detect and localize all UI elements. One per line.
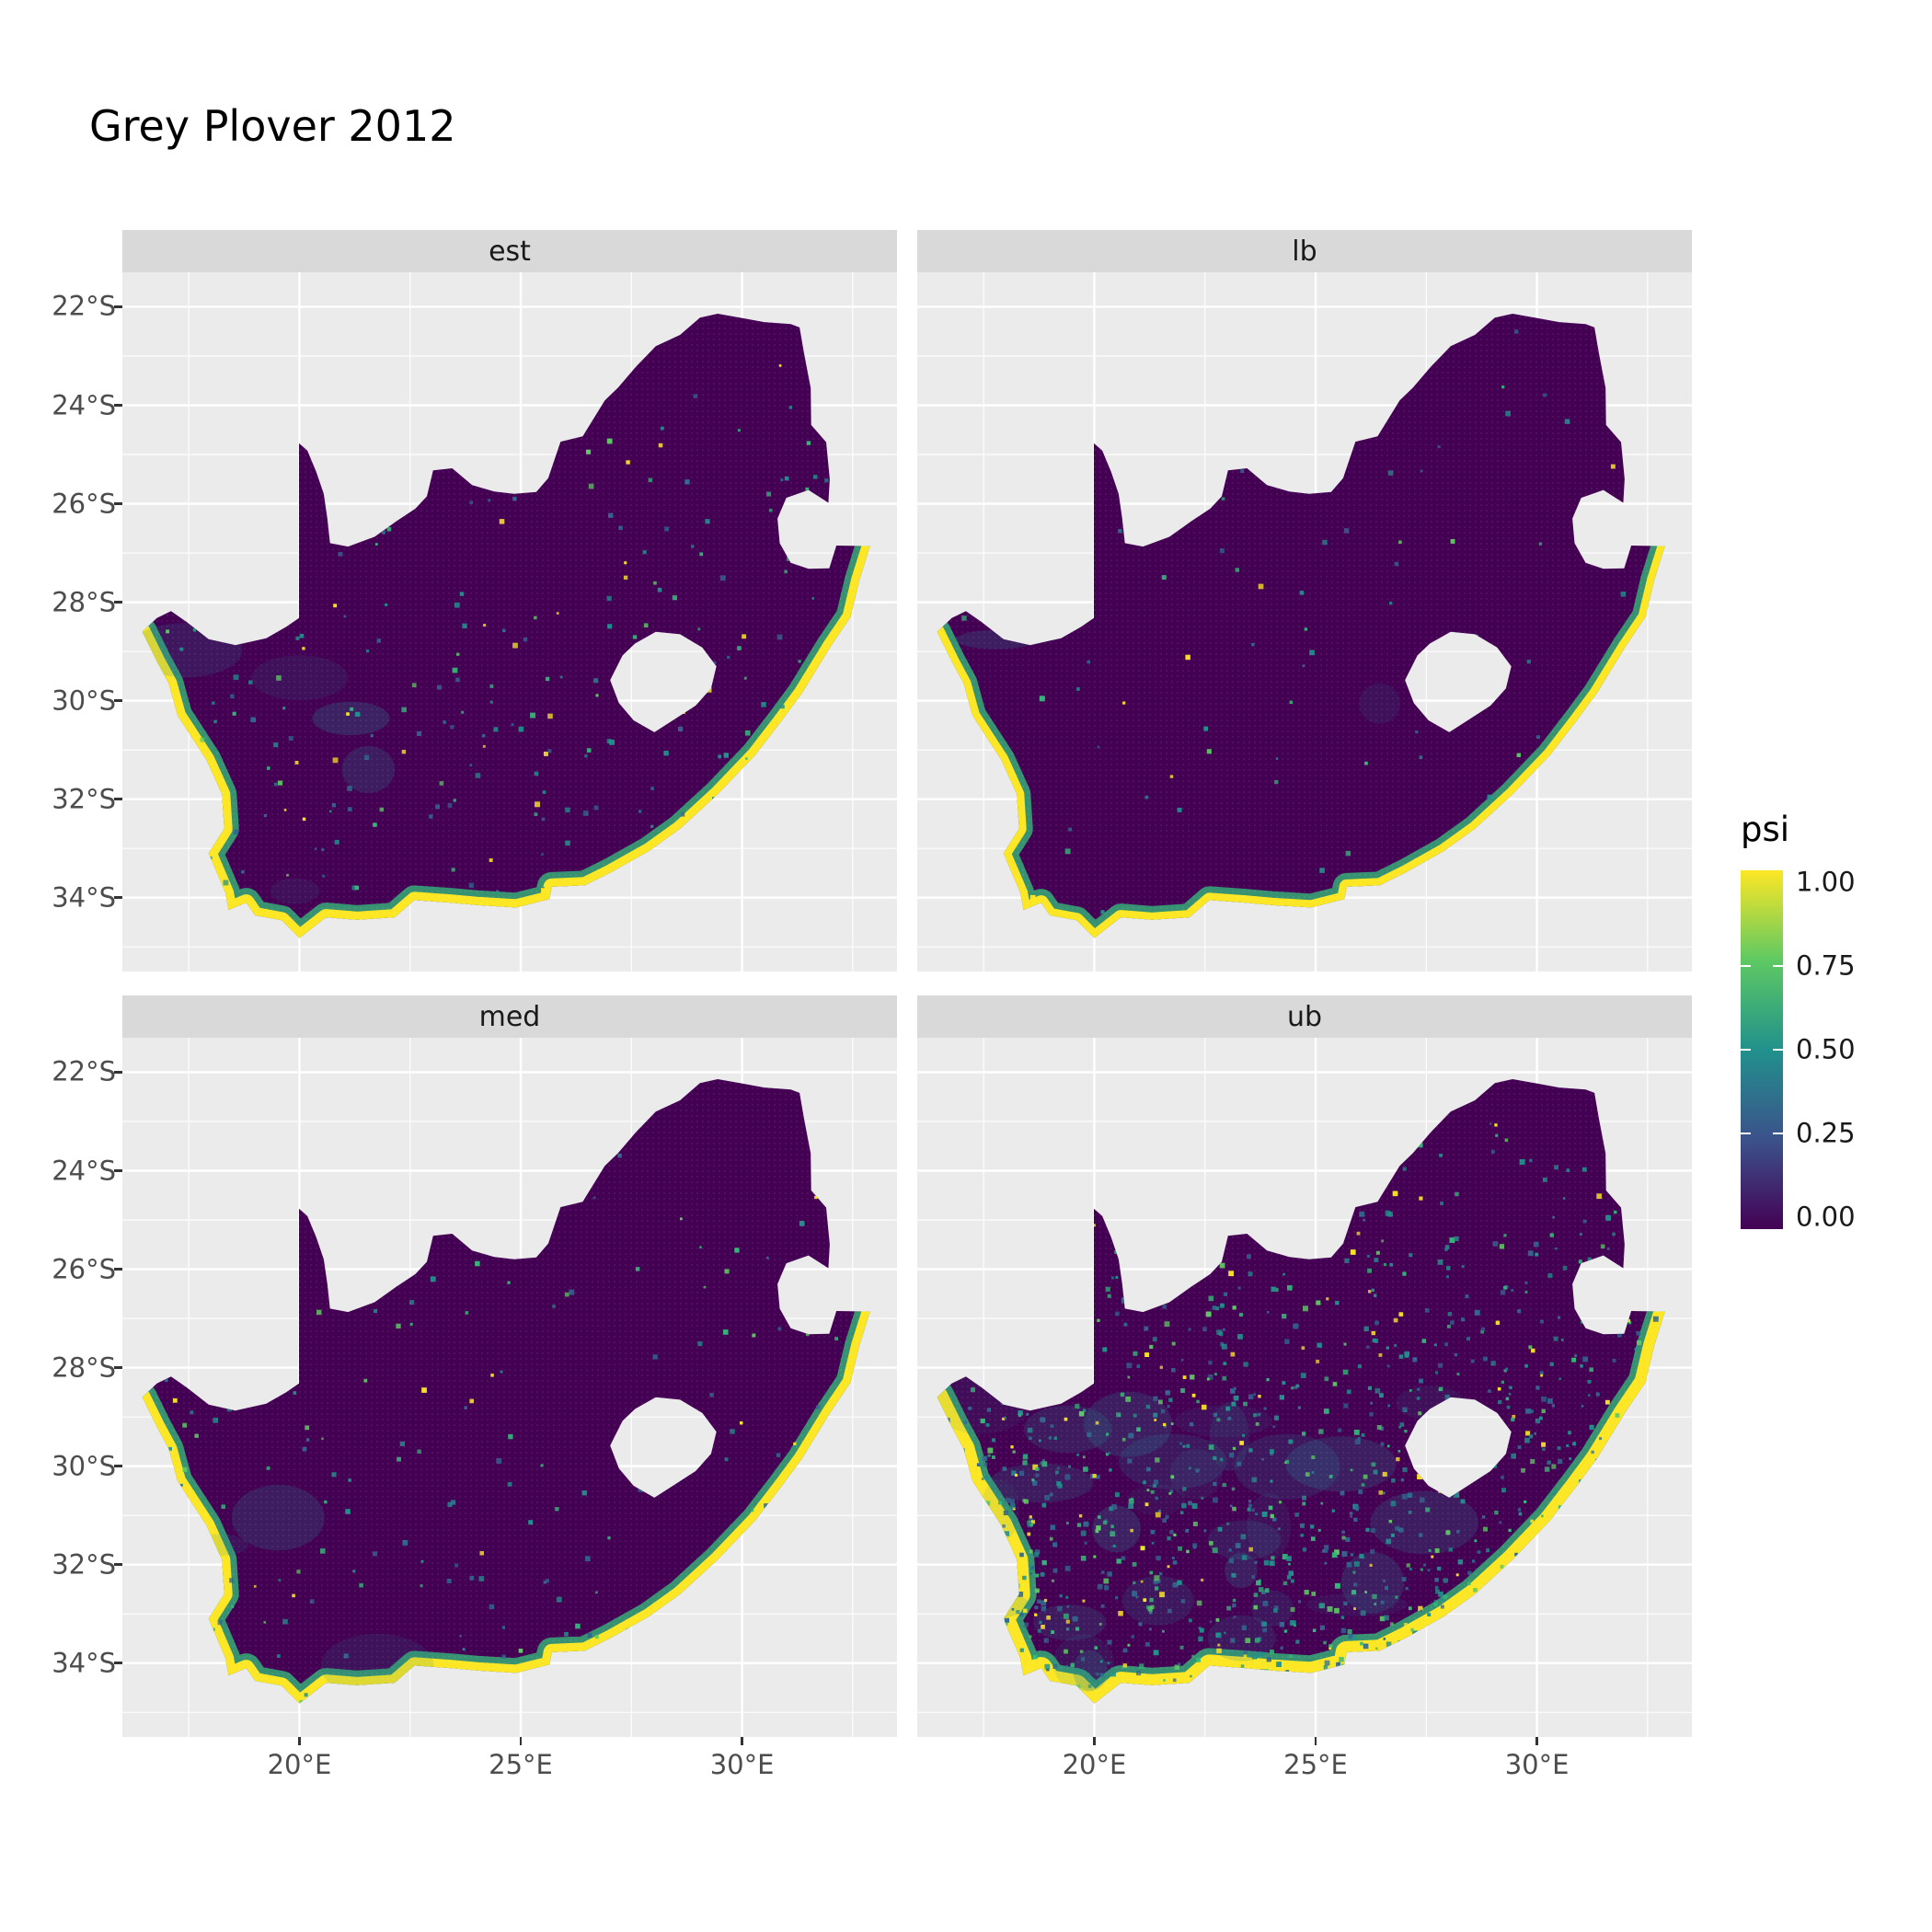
- y-tick-label: 26°S: [52, 1253, 116, 1285]
- x-tick-label: 25°E: [1283, 1749, 1348, 1780]
- y-tick-label: 26°S: [52, 488, 116, 520]
- legend-tick-mark: [1741, 1132, 1751, 1135]
- map-med: [122, 1038, 897, 1737]
- legend-tick-mark: [1773, 1048, 1783, 1052]
- map-lb: [917, 272, 1692, 972]
- y-tick-mark: [114, 1268, 122, 1271]
- y-tick-mark: [114, 1662, 122, 1664]
- y-tick-mark: [114, 502, 122, 505]
- x-tick-label: 20°E: [1062, 1749, 1127, 1780]
- facet-panel-lb: [917, 272, 1692, 972]
- y-tick-label: 24°S: [52, 1155, 116, 1186]
- x-tick-mark: [1093, 1737, 1096, 1745]
- y-tick-mark: [114, 798, 122, 800]
- y-tick-mark: [114, 1366, 122, 1369]
- facet-strip-ub: ub: [917, 995, 1692, 1038]
- y-tick-label: 32°S: [52, 1548, 116, 1581]
- facet-strip-est: est: [122, 230, 897, 272]
- y-tick-label: 28°S: [52, 1351, 116, 1384]
- x-tick-label: 30°E: [709, 1749, 775, 1780]
- y-tick-mark: [114, 1169, 122, 1172]
- y-tick-mark: [114, 896, 122, 899]
- chart-title: Grey Plover 2012: [89, 101, 456, 151]
- x-tick-mark: [298, 1737, 301, 1745]
- x-tick-mark: [1314, 1737, 1317, 1745]
- y-tick-mark: [114, 1465, 122, 1467]
- legend-tick-mark: [1741, 964, 1751, 968]
- y-tick-mark: [114, 601, 122, 604]
- facet-panel-med: [122, 1038, 897, 1737]
- y-tick-label: 22°S: [52, 1055, 116, 1087]
- legend-tick-mark: [1773, 1132, 1783, 1135]
- legend-tick-label: 0.00: [1796, 1201, 1856, 1233]
- legend-tick-mark: [1741, 1048, 1751, 1052]
- y-tick-mark: [114, 1563, 122, 1566]
- y-tick-mark: [114, 699, 122, 702]
- y-tick-label: 24°S: [52, 389, 116, 420]
- x-tick-label: 20°E: [267, 1749, 332, 1780]
- legend-title: psi: [1741, 810, 1790, 849]
- facet-strip-lb: lb: [917, 230, 1692, 272]
- y-tick-label: 30°S: [52, 684, 116, 717]
- x-tick-label: 25°E: [489, 1749, 553, 1780]
- y-tick-label: 30°S: [52, 1450, 116, 1482]
- legend: psi 1.00 0.75 0.50 0.25 0.00: [1741, 800, 1932, 1316]
- y-tick-mark: [114, 404, 122, 407]
- x-tick-label: 30°E: [1504, 1749, 1570, 1780]
- y-tick-mark: [114, 1071, 122, 1074]
- map-ub: [917, 1038, 1692, 1737]
- x-tick-mark: [1535, 1737, 1538, 1745]
- facet-panel-est: [122, 272, 897, 972]
- map-est: [122, 272, 897, 972]
- y-tick-mark: [114, 305, 122, 308]
- legend-tick-label: 0.50: [1796, 1033, 1856, 1065]
- x-tick-mark: [741, 1737, 743, 1745]
- legend-tick-mark: [1773, 964, 1783, 968]
- y-tick-label: 22°S: [52, 290, 116, 322]
- y-tick-label: 28°S: [52, 586, 116, 618]
- y-tick-label: 34°S: [52, 1647, 116, 1679]
- legend-tick-label: 1.00: [1796, 866, 1856, 898]
- y-tick-label: 32°S: [52, 783, 116, 815]
- facet-strip-med: med: [122, 995, 897, 1038]
- x-tick-mark: [519, 1737, 523, 1745]
- legend-tick-label: 0.25: [1796, 1117, 1856, 1149]
- facet-panel-ub: [917, 1038, 1692, 1737]
- y-tick-label: 34°S: [52, 881, 116, 914]
- legend-tick-label: 0.75: [1796, 949, 1856, 982]
